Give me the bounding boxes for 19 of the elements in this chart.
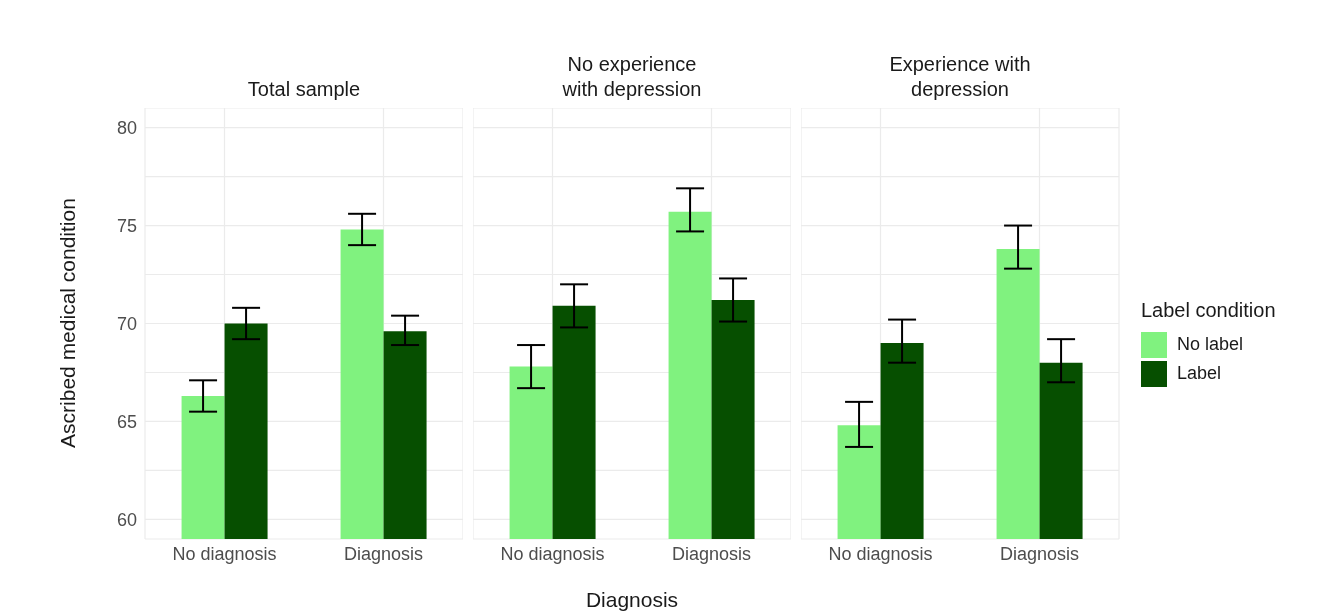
x-tick-label: Diagnosis [671, 543, 752, 564]
x-tick-label: Diagnosis [999, 543, 1080, 564]
legend-label: No label [1177, 334, 1244, 355]
chart-title: Experience with depression [888, 52, 1032, 102]
y-tick-label: 60 [116, 509, 137, 530]
x-axis-title: Diagnosis [584, 588, 680, 612]
x-tick-label: No diagnosis [500, 543, 605, 564]
x-tick-label: Diagnosis [343, 543, 424, 564]
y-tick-label: 70 [116, 313, 137, 334]
y-axis-title: Ascribed medical condition [56, 197, 80, 450]
y-tick-label: 65 [116, 411, 137, 432]
x-tick-label: No diagnosis [828, 543, 933, 564]
x-tick-label: No diagnosis [172, 543, 277, 564]
legend-title: Label condition [1141, 299, 1277, 322]
y-tick-label: 80 [116, 117, 137, 138]
y-tick-label: 75 [116, 215, 137, 236]
legend-label: Label [1177, 363, 1222, 384]
chart-title: Total sample [247, 77, 361, 102]
chart-title: No experience with depression [561, 52, 703, 102]
